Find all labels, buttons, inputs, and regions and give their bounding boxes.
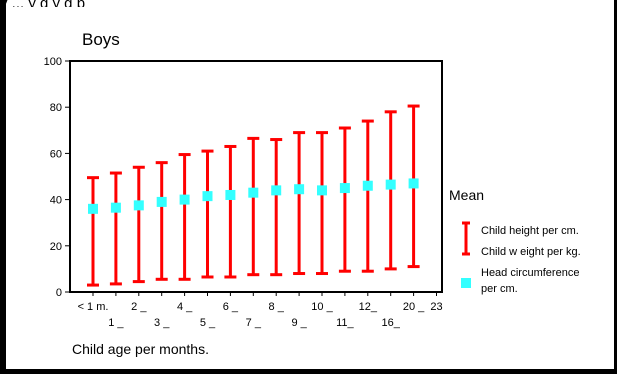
mean-marker xyxy=(179,194,190,205)
y-tick-label: 0 xyxy=(56,287,62,299)
plot-area-border xyxy=(69,60,443,293)
x-tick-label: 23 xyxy=(430,301,442,313)
x-tick-label: 6 _ xyxy=(223,301,239,313)
y-tick-label: 60 xyxy=(50,148,62,160)
mean-marker xyxy=(317,185,327,196)
x-tick-label: 16_ xyxy=(382,317,401,329)
y-tick-label: 100 xyxy=(44,56,62,68)
frame-border-right xyxy=(614,0,617,374)
legend-item-label: Child w eight per kg. xyxy=(481,246,581,258)
x-tick-label: 5 _ xyxy=(200,317,216,329)
legend-item-label: per cm. xyxy=(481,283,518,295)
mean-marker xyxy=(88,203,98,214)
mean-marker xyxy=(339,183,350,194)
legend-title: Mean xyxy=(449,187,484,203)
mean-marker xyxy=(362,180,373,191)
x-tick-label: 2 _ xyxy=(131,301,147,313)
y-tick-label: 20 xyxy=(50,241,62,253)
x-tick-label: 11_ xyxy=(336,317,354,329)
legend-item-label: Head circumference xyxy=(481,267,579,279)
x-axis-label: Child age per months. xyxy=(72,341,209,357)
legend-item-label: Child height per cm. xyxy=(481,225,579,237)
x-tick-label: 10 _ xyxy=(311,301,333,313)
frame-border-left xyxy=(0,0,6,374)
x-tick-label: < 1 m. xyxy=(78,301,109,313)
mean-marker xyxy=(156,196,167,207)
y-tick-label: 80 xyxy=(50,102,62,114)
mean-marker xyxy=(225,189,236,200)
mean-marker xyxy=(202,191,213,202)
legend-mean-symbol xyxy=(461,278,471,288)
x-tick-label: 8 _ xyxy=(269,301,285,313)
x-tick-label: 4 _ xyxy=(177,301,193,313)
chart-title: Boys xyxy=(82,30,120,49)
x-tick-label: 20 _ xyxy=(403,301,425,313)
x-tick-label: 9 _ xyxy=(291,317,307,329)
mean-marker xyxy=(271,185,282,196)
x-tick-label: 3 _ xyxy=(154,317,170,329)
mean-marker xyxy=(248,187,259,198)
mean-marker xyxy=(110,202,121,213)
frame-border-bottom xyxy=(0,369,617,374)
x-tick-label: 1 _ xyxy=(108,317,124,329)
x-tick-label: 12_ xyxy=(359,301,378,313)
mean-marker xyxy=(408,178,419,189)
mean-marker xyxy=(133,200,144,211)
x-tick-label: 7 _ xyxy=(246,317,262,329)
y-tick-label: 40 xyxy=(50,195,62,207)
cropped-caption-text: y ... y g y g p xyxy=(0,0,617,7)
mean-marker xyxy=(294,184,305,195)
mean-marker xyxy=(385,179,396,190)
